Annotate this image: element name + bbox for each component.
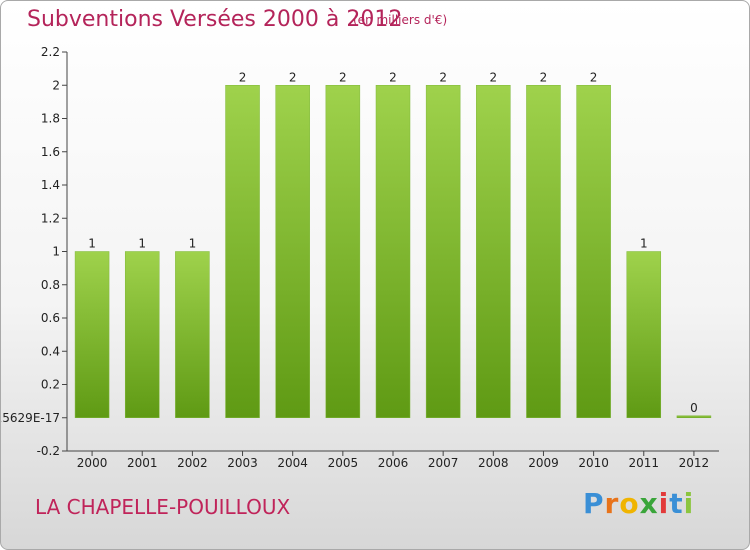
x-tick-label: 2003 xyxy=(227,456,258,470)
chart-title: Subventions Versées 2000 à 2012 xyxy=(27,7,403,32)
bar xyxy=(325,85,361,418)
x-tick-label: 2006 xyxy=(378,456,409,470)
y-tick-label: 0.8 xyxy=(41,278,60,292)
bar xyxy=(676,415,712,418)
y-tick-label: 0.4 xyxy=(41,344,60,358)
x-tick-label: 2004 xyxy=(277,456,308,470)
bar-value-label: 0 xyxy=(690,401,698,415)
bar xyxy=(124,251,160,418)
y-tick-label: 1.6 xyxy=(41,145,60,159)
y-tick-label: 1.4 xyxy=(41,178,60,192)
y-tick-label: 0.2 xyxy=(41,378,60,392)
bar xyxy=(275,85,310,418)
x-tick-label: 2002 xyxy=(177,456,208,470)
bar-value-label: 2 xyxy=(389,70,397,84)
x-tick-label: 2012 xyxy=(679,456,710,470)
bar-value-label: 1 xyxy=(138,237,146,251)
x-tick-label: 2011 xyxy=(628,456,659,470)
y-tick-label: 2 xyxy=(52,78,60,92)
x-tick-label: 2005 xyxy=(328,456,359,470)
bar xyxy=(74,251,110,418)
bar-value-label: 2 xyxy=(489,70,497,84)
commune-name: LA CHAPELLE-POUILLOUX xyxy=(35,495,291,519)
x-tick-label: 2008 xyxy=(478,456,509,470)
y-tick-label: -0.2 xyxy=(37,444,60,458)
bar xyxy=(425,85,461,418)
bar-value-label: 2 xyxy=(289,70,297,84)
bar-value-label: 2 xyxy=(590,70,598,84)
bar xyxy=(626,251,662,418)
bar-value-label: 1 xyxy=(640,237,648,251)
bar-value-label: 2 xyxy=(439,70,447,84)
y-tick-label: 2.2 xyxy=(41,45,60,59)
y-tick-label: 0.6 xyxy=(41,311,60,325)
bar xyxy=(576,85,611,418)
bar xyxy=(526,85,561,418)
x-tick-label: 2007 xyxy=(428,456,459,470)
y-tick-label: 1.2 xyxy=(41,211,60,225)
x-tick-label: 2000 xyxy=(77,456,108,470)
x-tick-label: 2001 xyxy=(127,456,158,470)
chart-subtitle: (en milliers d'€) xyxy=(353,13,448,27)
x-tick-label: 2009 xyxy=(528,456,559,470)
proxiti-logo: Proxiti xyxy=(583,487,695,520)
x-tick-label: 2010 xyxy=(578,456,609,470)
bar xyxy=(375,85,411,418)
bar-value-label: 2 xyxy=(540,70,548,84)
bar xyxy=(476,85,511,418)
bar-value-label: 1 xyxy=(189,237,197,251)
bar-value-label: 1 xyxy=(88,237,96,251)
y-tick-label: 1 xyxy=(52,245,60,259)
y-tick-label: -15629E-17 xyxy=(1,411,60,425)
bar xyxy=(225,85,260,418)
bar-value-label: 2 xyxy=(339,70,347,84)
bar-value-label: 2 xyxy=(239,70,247,84)
bar xyxy=(175,251,210,418)
y-tick-label: 1.8 xyxy=(41,112,60,126)
